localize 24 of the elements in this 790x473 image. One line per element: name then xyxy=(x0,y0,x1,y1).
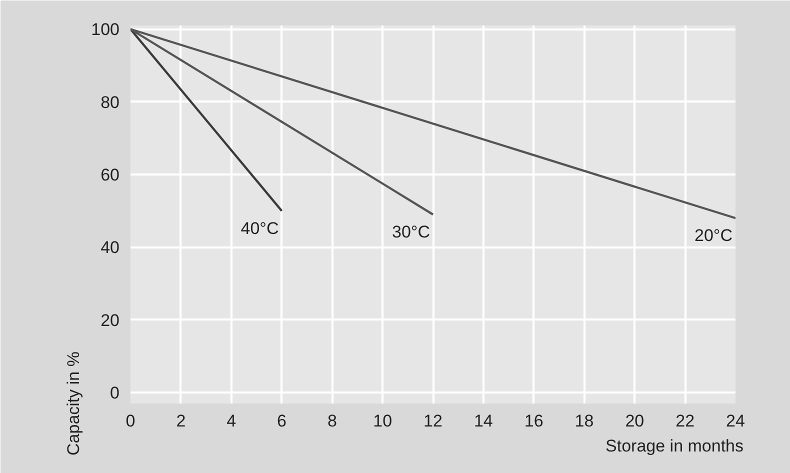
series-label: 40°C xyxy=(240,218,279,238)
x-tick-label: 8 xyxy=(327,412,337,430)
y-axis-title: Capacity in % xyxy=(64,352,84,456)
y-tick-label: 40 xyxy=(100,238,120,258)
y-tick-label: 60 xyxy=(100,166,120,185)
x-tick-label: 6 xyxy=(277,412,286,430)
y-tick-label: 20 xyxy=(100,310,120,330)
x-tick-label: 2 xyxy=(176,412,186,430)
x-tick-label: 22 xyxy=(676,412,695,430)
x-tick-label: 0 xyxy=(126,412,136,430)
x-tick-label: 12 xyxy=(424,412,442,430)
x-tick-label: 10 xyxy=(373,412,392,430)
y-tick-label: 0 xyxy=(110,384,120,403)
x-tick-label: 20 xyxy=(625,412,644,430)
series-label: 30°C xyxy=(392,222,430,242)
series-label: 20°C xyxy=(694,226,732,246)
x-tick-label: 4 xyxy=(226,412,236,430)
x-tick-label: 18 xyxy=(574,412,594,430)
x-axis-title: Storage in months xyxy=(606,436,744,456)
x-tick-label: 16 xyxy=(524,412,544,430)
x-tick-label: 24 xyxy=(726,412,745,430)
y-tick-label: 80 xyxy=(100,92,120,112)
y-tick-label: 100 xyxy=(91,20,120,40)
x-tick-label: 14 xyxy=(474,412,493,430)
